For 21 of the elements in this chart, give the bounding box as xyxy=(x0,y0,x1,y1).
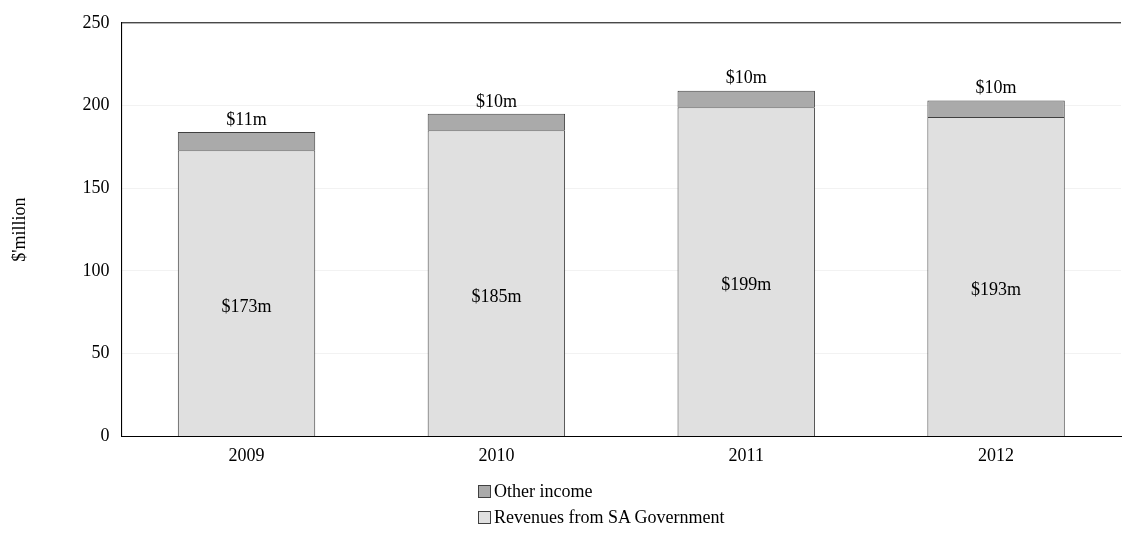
y-tick-label: 250 xyxy=(82,11,110,32)
data-label: $10m xyxy=(725,67,767,88)
x-tick-label: 2009 xyxy=(228,444,265,465)
data-label: $10m xyxy=(475,90,517,111)
x-tick-label: 2012 xyxy=(978,444,1015,465)
x-tick-label: 2010 xyxy=(478,444,515,465)
y-tick-label: 200 xyxy=(82,94,110,115)
data-label: $11m xyxy=(226,108,267,129)
y-tick-label: 50 xyxy=(91,342,110,363)
data-label: $173m xyxy=(221,295,272,316)
data-label: $199m xyxy=(721,274,772,295)
y-tick-label: 0 xyxy=(100,425,110,446)
y-axis-title: $'million xyxy=(8,197,29,262)
legend-label: Revenues from SA Government xyxy=(494,506,725,529)
data-label: $193m xyxy=(971,279,1022,300)
data-label: $10m xyxy=(975,77,1017,98)
data-label: $185m xyxy=(471,285,522,306)
y-tick-label: 150 xyxy=(82,176,110,197)
x-tick-label: 2011 xyxy=(728,444,764,465)
y-tick-label: 100 xyxy=(82,259,110,280)
legend-label: Other income xyxy=(494,480,593,503)
